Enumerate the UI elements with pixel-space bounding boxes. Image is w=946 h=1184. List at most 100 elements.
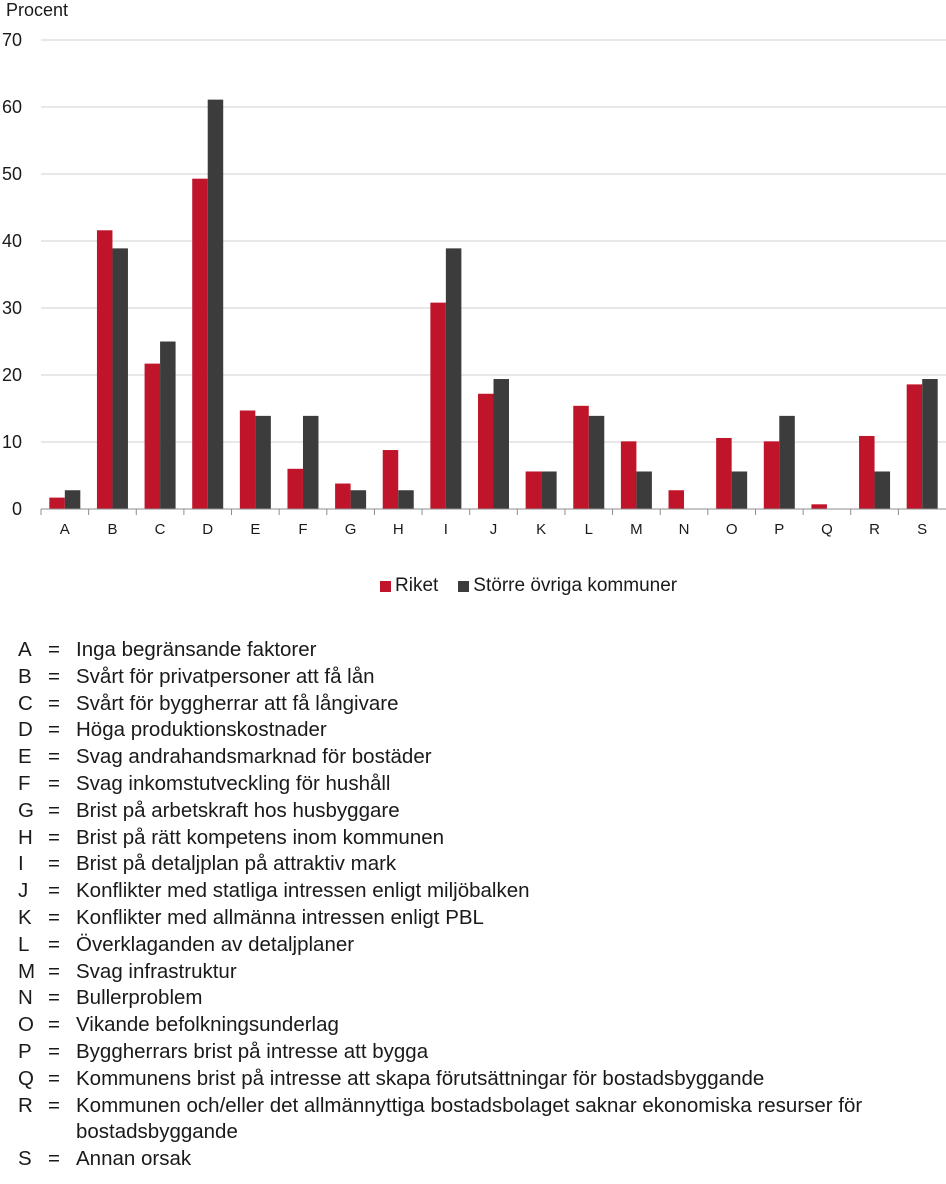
y-tick-label: 20: [2, 365, 22, 385]
key-description: Svag inkomstutveckling för hushåll: [76, 771, 391, 795]
x-axis-ticks: A B C D E F G H I J K L M N O P Q R S: [40, 509, 927, 538]
bar-riket-e: [239, 410, 256, 509]
y-axis-ticks: 0 10 20 30 40 50 60 70: [2, 30, 22, 519]
key-item: C = Svårt för byggherrar att få långivare: [12, 691, 866, 718]
bar-storre-ovriga-kommuner-s: [922, 379, 938, 509]
bar-storre-ovriga-kommuner-b: [112, 248, 128, 509]
x-tick-label: N: [679, 521, 690, 538]
key-equals: =: [48, 959, 60, 983]
key-code: C: [18, 691, 33, 715]
key-code: D: [18, 718, 33, 742]
key-description: Vikande befolkningsunderlag: [76, 1013, 339, 1037]
key-code: P: [18, 1039, 32, 1063]
x-tick-label: F: [298, 521, 307, 538]
key-code: M: [18, 959, 36, 983]
bar-riket-c: [144, 363, 161, 509]
key-description: Konflikter med allmänna intressen enligt…: [76, 905, 484, 929]
key-equals: =: [48, 1066, 60, 1090]
key-description: Konflikter med statliga intressen enligt…: [76, 879, 530, 903]
x-tick-label: L: [585, 521, 593, 538]
bar-storre-ovriga-kommuner-c: [160, 341, 176, 509]
key-description: Svårt för privatpersoner att få lån: [76, 664, 375, 688]
bar-storre-ovriga-kommuner-o: [731, 471, 748, 509]
key-item: G = Brist på arbetskraft hos husbyggare: [12, 798, 866, 825]
legend-label-storre-ovriga-kommuner: Större övriga kommuner: [473, 575, 678, 596]
key-description: Svårt för byggherrar att få långivare: [76, 691, 399, 715]
key-equals: =: [48, 905, 60, 929]
y-axis-label: Procent: [6, 0, 68, 20]
key-code: L: [18, 932, 30, 956]
x-tick-label: P: [774, 521, 784, 538]
key-code: E: [18, 745, 32, 769]
key-code: G: [18, 798, 34, 822]
bar-riket-h: [382, 450, 399, 509]
bar-riket-i: [430, 302, 446, 509]
legend-item-storre-ovriga-kommuner: Större övriga kommuner: [458, 575, 677, 597]
x-tick-label: H: [393, 521, 404, 538]
bar-riket-j: [478, 393, 494, 509]
key-equals: =: [48, 932, 60, 956]
bar-storre-ovriga-kommuner-h: [398, 490, 414, 509]
key-code: S: [18, 1147, 32, 1171]
y-tick-label: 10: [2, 432, 22, 452]
x-tick-label: R: [869, 521, 880, 538]
key-equals: =: [48, 691, 60, 715]
key-item: E = Svag andrahandsmarknad för bostäder: [12, 744, 866, 771]
key-item: S = Annan orsak: [12, 1146, 866, 1173]
key-description: Höga produktionskostnader: [76, 718, 327, 742]
key-item: K = Konflikter med allmänna intressen enli…: [12, 905, 866, 932]
key-code: J: [18, 879, 29, 903]
bar-storre-ovriga-kommuner-a: [64, 490, 81, 509]
key-item: J = Konflikter med statliga intressen enli…: [12, 878, 866, 905]
key-item: H = Brist på rätt kompetens inom kommunen: [12, 825, 866, 852]
key-equals: =: [48, 718, 60, 742]
key-code: O: [18, 1013, 34, 1037]
key-description: Svag andrahandsmarknad för bostäder: [76, 745, 432, 769]
bar-riket-s: [906, 384, 923, 509]
bar-storre-ovriga-kommuner-i: [445, 248, 462, 509]
key-code: H: [18, 825, 33, 849]
key-equals: =: [48, 798, 60, 822]
x-tick-label: S: [917, 521, 927, 538]
key-item: B = Svårt för privatpersoner att få lån: [12, 664, 866, 691]
key-item: O = Vikande befolkningsunderlag: [12, 1012, 866, 1039]
y-tick-label: 30: [2, 298, 22, 318]
legend-item-riket: Riket: [380, 575, 438, 597]
x-tick-label: J: [490, 521, 498, 538]
key-item: Q = Kommunens brist på intresse att skapa …: [12, 1066, 866, 1093]
key-description: Överklaganden av detaljplaner: [76, 932, 355, 956]
x-tick-label: D: [202, 521, 213, 538]
bar-storre-ovriga-kommuner-r: [874, 471, 891, 509]
key-equals: =: [48, 1093, 60, 1117]
legend-swatch-storre-ovriga-kommuner: [458, 580, 470, 592]
key-equals: =: [48, 638, 60, 661]
legend-swatch-riket: [380, 580, 391, 592]
legend-label-riket: Riket: [395, 575, 439, 596]
x-tick-label: M: [630, 521, 643, 538]
bar-riket-d: [192, 178, 208, 509]
bar-riket-f: [287, 468, 303, 509]
y-tick-label: 0: [12, 499, 22, 519]
key-item: R = Kommunen och/eller det allmännyttiga b…: [12, 1093, 866, 1147]
key-description: Byggherrars brist på intresse att bygga: [76, 1039, 429, 1063]
bar-riket-g: [335, 483, 351, 509]
y-tick-label: 40: [2, 231, 22, 251]
bar-storre-ovriga-kommuner-m: [636, 471, 652, 509]
key-code: A: [18, 638, 32, 661]
key-description: Kommunen och/eller det allmännyttiga bos…: [76, 1093, 863, 1144]
key-code: I: [18, 852, 24, 876]
gridlines: [41, 39, 946, 443]
bar-storre-ovriga-kommuner-p: [779, 415, 795, 509]
x-tick-label: A: [60, 521, 70, 538]
bar-riket-k: [525, 471, 542, 509]
y-tick-label: 50: [2, 164, 22, 184]
legend: Riket Större övriga kommuner: [380, 574, 697, 598]
bar-riket-l: [573, 405, 589, 509]
key-code: F: [18, 771, 31, 795]
key-equals: =: [48, 879, 60, 903]
key-code: K: [18, 905, 32, 929]
bar-riket-o: [716, 437, 732, 509]
bar-riket-n: [668, 490, 685, 509]
bar-storre-ovriga-kommuner-d: [207, 99, 224, 509]
bars: [49, 99, 938, 509]
